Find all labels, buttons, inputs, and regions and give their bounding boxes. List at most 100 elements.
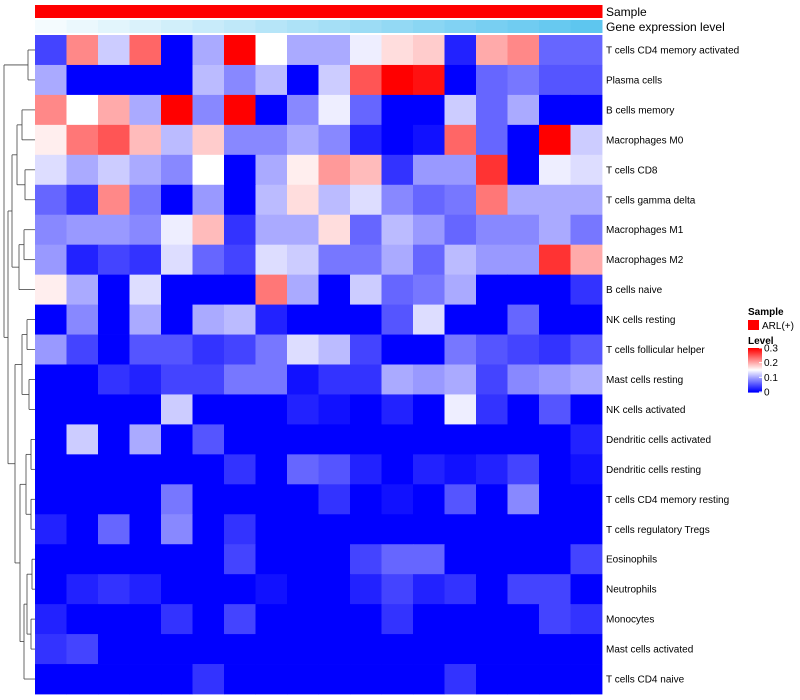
heatmap-cell [161, 574, 193, 605]
heatmap-cell [35, 304, 67, 335]
heatmap-cell [350, 304, 382, 335]
annotation-sample-cell [413, 5, 445, 18]
heatmap-cell [255, 664, 288, 695]
annotation-sample-cell [444, 5, 477, 18]
heatmap-cell [255, 364, 288, 395]
legend-gradient-step [748, 383, 762, 385]
heatmap-cell [381, 514, 414, 545]
heatmap-cell [161, 334, 193, 365]
heatmap-cell [413, 124, 445, 156]
legend-gradient-step [748, 356, 762, 358]
legend-gradient-step [748, 349, 762, 351]
legend-gradient-step [748, 375, 762, 377]
heatmap-cell [224, 124, 256, 156]
heatmap-cell [381, 304, 414, 335]
heatmap-cell [413, 484, 445, 515]
heatmap-cell [570, 64, 603, 96]
heatmap-cell [350, 94, 382, 126]
heatmap-cell [476, 484, 508, 515]
heatmap-cell [255, 574, 288, 605]
legend-gradient-step [748, 368, 762, 370]
heatmap-cells [35, 35, 603, 695]
heatmap-cell [350, 184, 382, 216]
heatmap-cell [570, 334, 603, 365]
heatmap-cell [161, 424, 193, 455]
heatmap-cell [255, 304, 288, 335]
heatmap-cell [287, 274, 319, 305]
heatmap-cell [192, 274, 225, 305]
heatmap-cell [444, 35, 477, 66]
heatmap-cell [507, 394, 540, 425]
heatmap-cell [98, 514, 130, 545]
heatmap-cell [287, 304, 319, 335]
annotation-sample-cell [318, 5, 351, 18]
heatmap-cell [98, 454, 130, 485]
heatmap-cell [570, 634, 603, 665]
heatmap-cell [161, 184, 193, 216]
annotation-expression-cell [570, 20, 603, 33]
heatmap-cell [287, 514, 319, 545]
heatmap-cell [224, 544, 256, 575]
heatmap-cell [287, 154, 319, 186]
heatmap-cell [350, 484, 382, 515]
heatmap-cell [413, 154, 445, 186]
heatmap-cell [444, 64, 477, 96]
heatmap-cell [35, 124, 67, 156]
heatmap-cell [381, 574, 414, 605]
heatmap-cell [287, 664, 319, 695]
heatmap-cell [539, 544, 571, 575]
legend-gradient-step [748, 362, 762, 364]
heatmap-cell [570, 304, 603, 335]
legend-gradient-step [748, 352, 762, 354]
heatmap-cell [476, 574, 508, 605]
heatmap-cell [161, 634, 193, 665]
heatmap-cell [66, 124, 99, 156]
heatmap-cell [66, 364, 99, 395]
heatmap-cell [287, 94, 319, 126]
annotation-expression-cell [161, 20, 193, 33]
heatmap-cell [224, 154, 256, 186]
heatmap-cell [444, 244, 477, 276]
heatmap-cell [318, 454, 351, 485]
heatmap-cell [161, 64, 193, 96]
heatmap-cell [192, 634, 225, 665]
heatmap-cell [129, 634, 162, 665]
annotation-expression-cell [444, 20, 477, 33]
legend-gradient-step [748, 363, 762, 365]
legend-gradient-step [748, 355, 762, 357]
heatmap-cell [129, 124, 162, 156]
heatmap-cell [507, 664, 540, 695]
legend-level-title: Level [748, 336, 774, 347]
legend-gradient-step [748, 387, 762, 389]
heatmap-cell [476, 244, 508, 276]
heatmap-cell [476, 604, 508, 635]
annotation-expression-cell [350, 20, 382, 33]
row-label: T cells CD4 memory activated [606, 45, 739, 56]
annotation-sample-cell [350, 5, 382, 18]
heatmap-cell [224, 214, 256, 246]
row-label: NK cells resting [606, 315, 675, 326]
heatmap-cell [476, 184, 508, 216]
heatmap-cell [476, 214, 508, 246]
heatmap-cell [476, 274, 508, 305]
row-labels: T cells CD4 memory activated Plasma cells… [606, 45, 739, 685]
legend-gradient-step [748, 373, 762, 375]
legend-gradient-step [748, 361, 762, 363]
heatmap-cell [318, 394, 351, 425]
heatmap-cell [476, 94, 508, 126]
heatmap-cell [570, 35, 603, 66]
heatmap-cell [318, 214, 351, 246]
heatmap-cell [413, 634, 445, 665]
heatmap-cell [129, 664, 162, 695]
heatmap-cell [444, 154, 477, 186]
heatmap-cell [224, 634, 256, 665]
heatmap-cell [224, 304, 256, 335]
legend-tick-label: 0 [764, 388, 770, 399]
legend-gradient-step [748, 372, 762, 374]
heatmap-cell [413, 454, 445, 485]
legend: Sample ARL(+) Level 0.3 0.2 0.1 0 [748, 307, 794, 399]
heatmap-cell [98, 214, 130, 246]
heatmap-cell [161, 35, 193, 66]
heatmap-cell [161, 244, 193, 276]
